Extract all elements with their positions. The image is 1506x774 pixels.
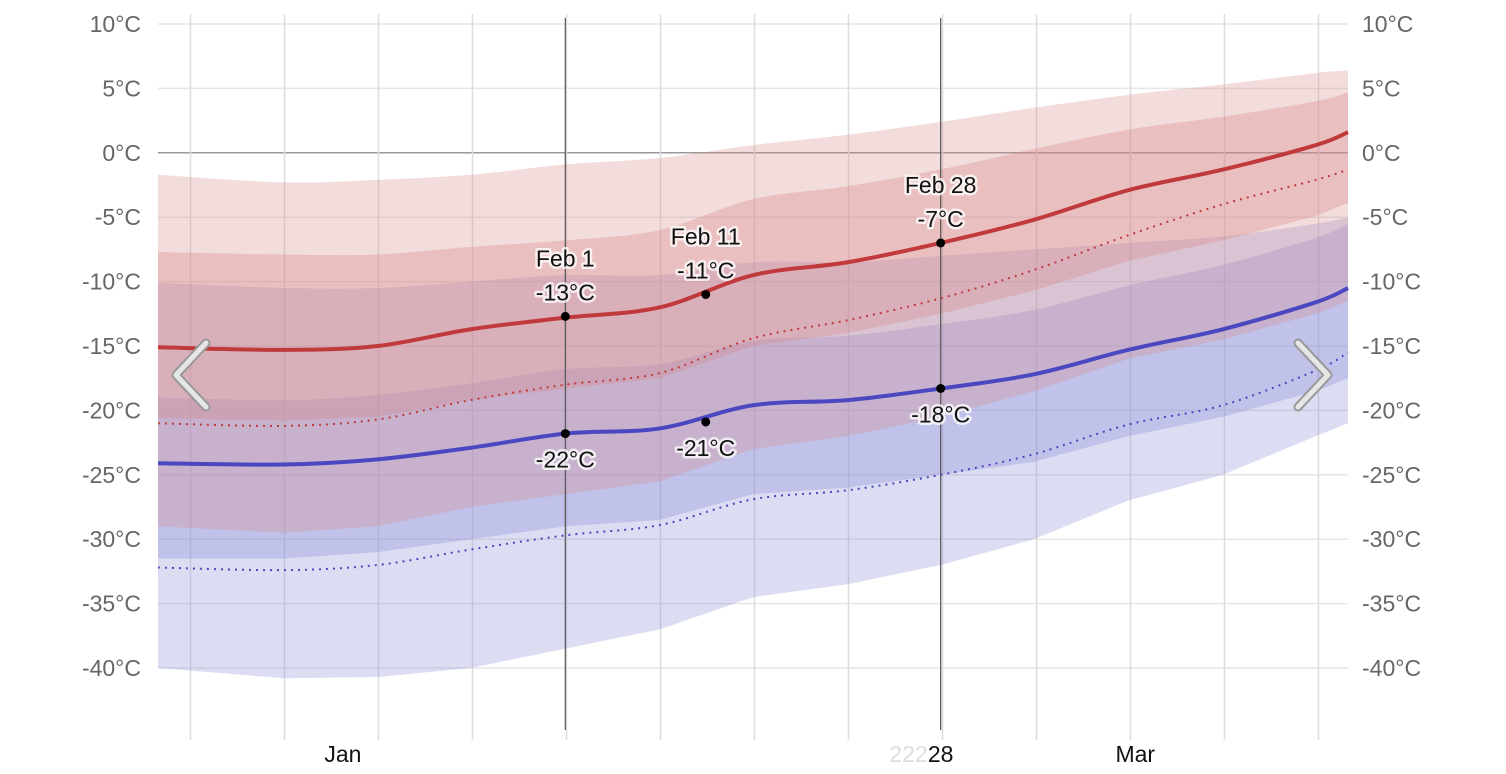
y-tick-label-left: -25°C xyxy=(82,462,141,488)
y-tick-label-left: -10°C xyxy=(82,269,141,295)
low-band-25-75 xyxy=(158,223,1348,559)
annotation-low-value: -22°C xyxy=(536,447,595,473)
x-tick-label: Jan xyxy=(324,741,361,767)
y-tick-label-right: 5°C xyxy=(1362,75,1401,101)
series-lines xyxy=(157,130,1349,572)
y-tick-label-right: -10°C xyxy=(1362,269,1421,295)
x-axis: Jan 222 28 Mar xyxy=(324,741,1155,767)
prev-button[interactable] xyxy=(171,338,211,412)
high-point-marker xyxy=(560,311,570,321)
annotation-high-value: -11°C xyxy=(677,257,734,283)
y-tick-label-left: -20°C xyxy=(82,397,141,423)
high-point-marker xyxy=(701,289,711,299)
bands xyxy=(158,18,1348,730)
annotation-date: Feb 28 xyxy=(905,172,977,198)
low-point-marker xyxy=(560,429,570,439)
x-tick-ghost: 222 xyxy=(889,741,927,767)
annotation-low-value: -21°C xyxy=(676,435,735,461)
y-axis: 10°C 10°C 5°C 5°C 0°C 0°C -5°C -5°C -10°C -10°C -1… xyxy=(82,11,1421,681)
y-tick-label-left: 0°C xyxy=(102,140,141,166)
y-tick-label-right: -20°C xyxy=(1362,397,1421,423)
avg-low-line xyxy=(157,286,1349,467)
y-tick-label-right: -40°C xyxy=(1362,655,1421,681)
y-tick-label-right: 0°C xyxy=(1362,140,1401,166)
x-tick-label: 28 xyxy=(928,741,954,767)
y-tick-label-right: -5°C xyxy=(1362,204,1408,230)
low-point-marker xyxy=(936,384,946,394)
annotations: Feb 1 -13°C -22°C Feb 11 -11°C -21°C Feb 28 -7°… xyxy=(533,169,979,475)
y-tick-label-left: -35°C xyxy=(82,591,141,617)
low-point-marker xyxy=(701,417,711,427)
high-band-10-90 xyxy=(158,70,1348,533)
next-button[interactable] xyxy=(1293,338,1333,412)
low-dotted-line xyxy=(157,351,1349,572)
high-band-25-75 xyxy=(158,92,1348,421)
x-tick-label: Mar xyxy=(1115,741,1155,767)
y-tick-label-left: -5°C xyxy=(95,204,141,230)
high-point-marker xyxy=(936,238,946,248)
y-tick-label-right: -30°C xyxy=(1362,526,1421,552)
y-tick-label-left: -30°C xyxy=(82,526,141,552)
y-tick-label-left: -15°C xyxy=(82,333,141,359)
y-tick-label-left: 10°C xyxy=(90,11,141,37)
annotation-date: Feb 11 xyxy=(671,223,741,249)
annotation-high-value: -13°C xyxy=(536,279,595,305)
y-tick-label-right: -35°C xyxy=(1362,591,1421,617)
y-tick-label-right: 10°C xyxy=(1362,11,1413,37)
avg-high-line xyxy=(157,130,1349,352)
y-tick-label-right: -25°C xyxy=(1362,462,1421,488)
annotation-high-value: -7°C xyxy=(918,206,964,232)
y-tick-label-right: -15°C xyxy=(1362,333,1421,359)
annotation-low-value: -18°C xyxy=(911,402,970,428)
annotation-date: Feb 1 xyxy=(536,245,595,271)
y-tick-label-left: 5°C xyxy=(102,75,141,101)
y-tick-label-left: -40°C xyxy=(82,655,141,681)
